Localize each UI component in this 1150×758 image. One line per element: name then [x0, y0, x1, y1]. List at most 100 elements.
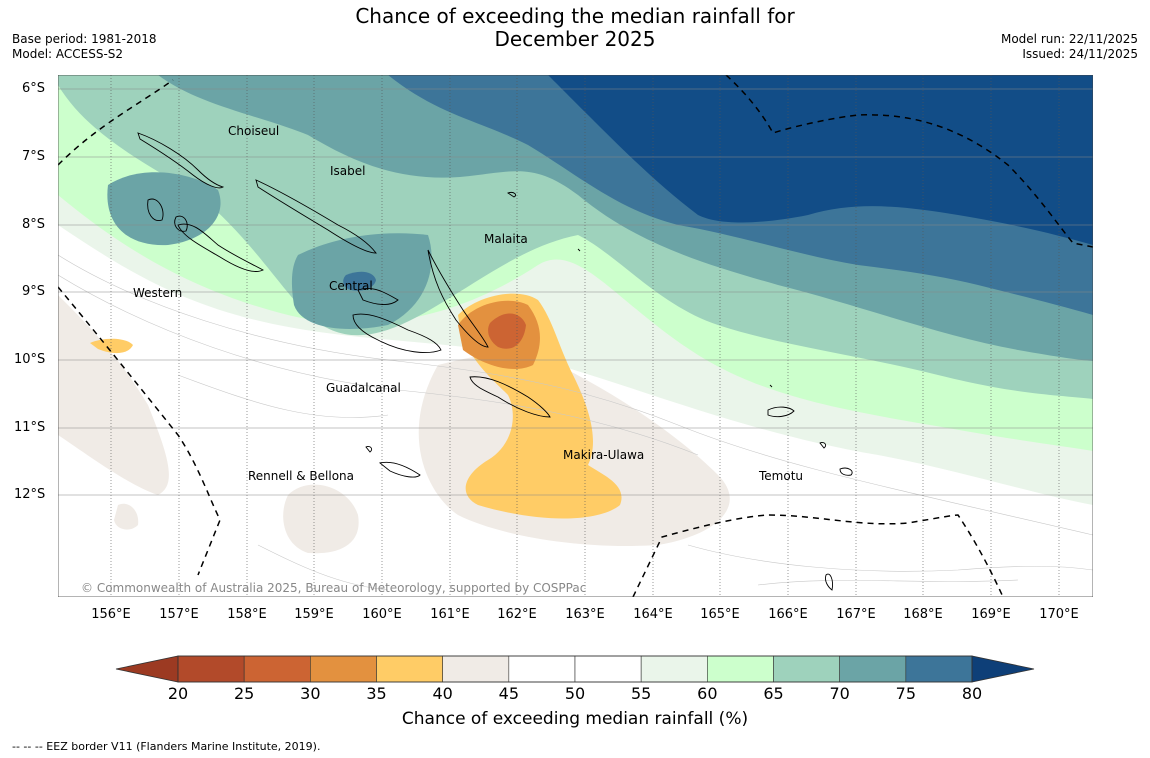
lon-label-166e: 166°E: [768, 607, 808, 622]
meridian-lines: [110, 75, 1060, 597]
parallel-lines: [58, 88, 1093, 496]
island-southeast-small: [825, 573, 833, 591]
island-anuta: [769, 384, 773, 388]
eez-footnote: -- -- -- EEZ border V11 (Flanders Marine…: [12, 740, 321, 753]
model-text: Model: ACCESS-S2: [12, 47, 124, 61]
colorbar-tick-label: 50: [564, 684, 586, 703]
colorbar-segment: [442, 655, 510, 683]
island-guadalcanal: [352, 313, 442, 353]
colorbar-tick-label: 45: [498, 684, 519, 703]
colorbar-segment: [508, 655, 576, 683]
colorbar-tick-label: 40: [432, 684, 453, 703]
contour-75-80-central-patch: [343, 271, 376, 291]
lon-label-165e: 165°E: [700, 607, 740, 622]
colorbar-segment: [376, 655, 443, 683]
contour-70-75-west-patch: [107, 172, 221, 246]
region-label-guadalcanal: Guadalcanal: [326, 381, 401, 395]
region-label-isabel: Isabel: [330, 164, 366, 178]
colorbar-tick-label: 20: [167, 684, 189, 703]
issued-text: Issued: 24/11/2025: [1022, 47, 1138, 61]
lat-label-7s: 7°S: [22, 149, 46, 164]
island-bellona: [365, 446, 373, 453]
island-malaita: [427, 249, 489, 348]
colorbar-segment: [310, 655, 377, 683]
rainfall-map: [58, 75, 1093, 597]
colorbar-tick-label: 80: [961, 684, 983, 703]
base-period-text: Base period: 1981-2018: [12, 32, 157, 46]
colorbar: [115, 655, 1035, 683]
island-florida: [357, 288, 399, 305]
colorbar-segment: [905, 655, 973, 683]
island-santa-cruz: [767, 406, 795, 418]
island-vella: [147, 198, 164, 221]
region-label-rennell-bellona: Rennell & Bellona: [248, 469, 355, 483]
lon-label-169e: 169°E: [971, 607, 1011, 622]
island-temotu-small-2: [839, 467, 853, 476]
contour-40-45-rennell: [283, 484, 359, 554]
chart-title-line2: December 2025: [494, 27, 656, 51]
colorbar-label: Chance of exceeding median rainfall (%): [401, 709, 749, 729]
lon-label-159e: 159°E: [294, 607, 334, 622]
lon-label-156e: 156°E: [91, 607, 131, 622]
colorbar-tick-label: 25: [233, 684, 255, 703]
contour-40-45-west: [58, 295, 169, 495]
island-kolombangara: [174, 215, 188, 232]
lon-label-162e: 162°E: [497, 607, 537, 622]
lon-label-157e: 157°E: [159, 607, 199, 622]
contour-25-30: [488, 313, 526, 349]
contour-above-80: [548, 75, 1093, 245]
colorbar-segments: [177, 655, 973, 683]
model-run-text: Model run: 22/11/2025: [1000, 32, 1138, 46]
lon-label-170e: 170°E: [1039, 607, 1079, 622]
island-makira: [469, 376, 551, 418]
lat-label-9s: 9°S: [22, 284, 46, 299]
region-label-temotu: Temotu: [759, 469, 804, 483]
region-label-choiseul: Choiseul: [228, 124, 280, 138]
island-sikaiana: [577, 248, 581, 252]
colorbar-frame: [177, 655, 973, 683]
region-label-central: Central: [329, 279, 373, 293]
region-label-makira-ulawa: Makira-Ulawa: [563, 448, 645, 462]
island-new-georgia: [177, 223, 264, 272]
colorbar-segment: [839, 655, 907, 683]
colorbar-segment: [243, 655, 311, 683]
lon-label-163e: 163°E: [565, 607, 605, 622]
lat-label-10s: 10°S: [14, 352, 46, 367]
lon-label-160e: 160°E: [362, 607, 402, 622]
lat-label-12s: 12°S: [14, 487, 46, 502]
colorbar-segment: [640, 655, 708, 683]
contour-40-45-small: [114, 503, 139, 530]
region-label-western: Western: [133, 286, 183, 300]
lon-label-164e: 164°E: [633, 607, 673, 622]
contour-lines: [58, 254, 1093, 591]
lat-label-11s: 11°S: [14, 420, 46, 435]
lat-label-6s: 6°S: [22, 81, 46, 96]
colorbar-tick-label: 35: [366, 684, 387, 703]
island-ontong-java: [506, 192, 517, 198]
colorbar-segment: [773, 655, 840, 683]
colorbar-tick-label: 75: [895, 684, 916, 703]
colorbar-segment: [574, 655, 642, 683]
colorbar-segment: [177, 655, 245, 683]
colorbar-tick-label: 70: [829, 684, 850, 703]
chart-title-line1: Chance of exceeding the median rainfall …: [355, 4, 795, 28]
eez-border: [58, 75, 1093, 597]
coastlines: [137, 132, 853, 591]
island-choiseul: [137, 132, 225, 189]
contour-35-40-west: [90, 338, 133, 354]
lon-label-158e: 158°E: [227, 607, 267, 622]
colorbar-tick-label: 65: [763, 684, 784, 703]
colorbar-over-arrow: [971, 655, 1035, 683]
lat-label-8s: 8°S: [22, 217, 46, 232]
colorbar-tick-label: 60: [697, 684, 718, 703]
lon-label-161e: 161°E: [430, 607, 470, 622]
lon-label-168e: 168°E: [903, 607, 943, 622]
colorbar-under-arrow: [115, 655, 179, 683]
island-isabel: [255, 179, 377, 254]
island-rennell: [378, 461, 421, 478]
copyright-text: © Commonwealth of Australia 2025, Bureau…: [81, 581, 587, 595]
lon-label-167e: 167°E: [836, 607, 876, 622]
region-label-malaita: Malaita: [484, 232, 528, 246]
colorbar-tick-label: 30: [300, 684, 321, 703]
colorbar-segment: [707, 655, 774, 683]
